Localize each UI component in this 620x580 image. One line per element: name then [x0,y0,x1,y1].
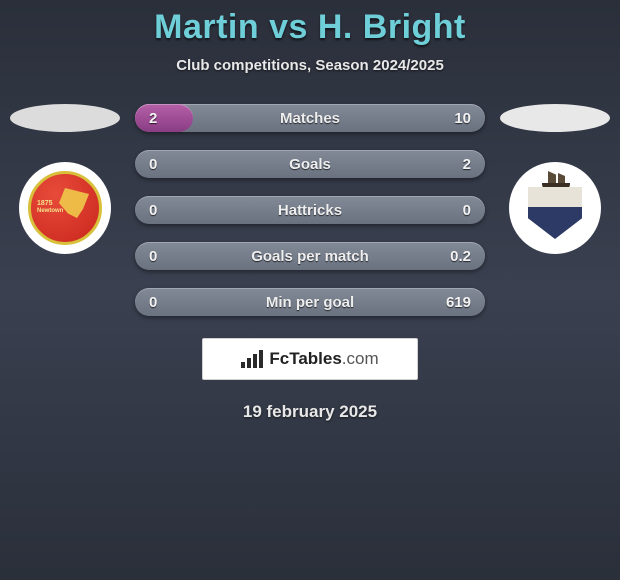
ship-shield-crest-icon [516,169,594,247]
page-title: Martin vs H. Bright [0,8,620,47]
left-column: 1875 Newtown [5,104,125,254]
shield-icon [528,187,582,239]
club-crest-left: 1875 Newtown [19,162,111,254]
stat-bar: 0Goals per match0.2 [135,242,485,270]
stat-bar: 0Goals2 [135,150,485,178]
stat-value-right: 619 [446,294,471,311]
main-row: 1875 Newtown 2Matches100Goals20Hattricks… [0,104,620,316]
stat-value-right: 0 [463,202,471,219]
brand-badge[interactable]: FcTables.com [202,338,418,380]
stat-value-right: 0.2 [450,248,471,265]
date-text: 19 february 2025 [0,402,620,422]
comparison-card: Martin vs H. Bright Club competitions, S… [0,0,620,422]
stat-bar: 0Min per goal619 [135,288,485,316]
crest-left-text: 1875 Newtown [37,200,63,214]
stat-value-right: 2 [463,156,471,173]
right-column [495,104,615,254]
player-slot-left [10,104,120,132]
stat-label: Min per goal [135,294,485,311]
player-slot-right [500,104,610,132]
brand-text: FcTables.com [269,349,378,369]
newtown-crest-icon: 1875 Newtown [28,171,102,245]
subtitle: Club competitions, Season 2024/2025 [0,57,620,74]
bar-chart-icon [241,350,263,368]
club-crest-right [509,162,601,254]
stat-value-right: 10 [454,110,471,127]
stat-bar: 0Hattricks0 [135,196,485,224]
stat-label: Goals per match [135,248,485,265]
stat-label: Hattricks [135,202,485,219]
stat-bar: 2Matches10 [135,104,485,132]
stat-label: Goals [135,156,485,173]
stats-column: 2Matches100Goals20Hattricks00Goals per m… [135,104,485,316]
stat-label: Matches [135,110,485,127]
